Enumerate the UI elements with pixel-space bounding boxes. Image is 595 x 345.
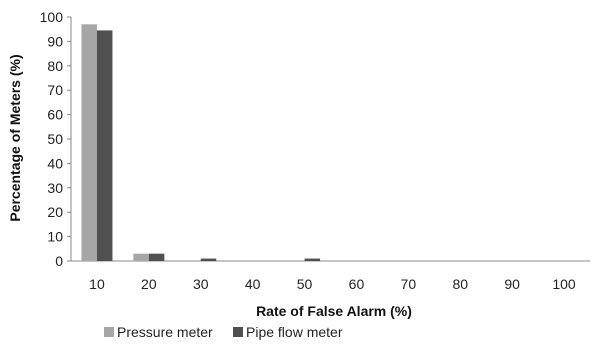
bar-pressure-meter-20 xyxy=(133,253,149,261)
x-axis-title: Rate of False Alarm (%) xyxy=(256,303,412,319)
y-axis-title: Percentage of Meters (%) xyxy=(7,54,23,221)
y-tick-label: 30 xyxy=(47,180,63,196)
bar-pipe-flow-meter-20 xyxy=(148,253,165,261)
x-tick-label: 70 xyxy=(401,276,417,292)
y-tick-label: 40 xyxy=(47,155,63,171)
bar-pipe-flow-meter-10 xyxy=(96,30,113,262)
legend-swatch xyxy=(233,327,243,337)
x-tick-label: 20 xyxy=(141,276,157,292)
x-tick-label: 50 xyxy=(297,276,313,292)
y-tick-labels: 0 10 20 30 40 50 60 70 80 90 100 xyxy=(40,9,71,269)
legend-swatch xyxy=(104,327,114,337)
y-tick-label: 20 xyxy=(47,204,63,220)
x-tick-label: 60 xyxy=(349,276,365,292)
y-tick-label: 70 xyxy=(47,82,63,98)
x-tick-label: 100 xyxy=(552,276,576,292)
y-tick-label: 60 xyxy=(47,107,63,123)
x-tick-label: 40 xyxy=(245,276,261,292)
x-tick-label: 30 xyxy=(193,276,209,292)
y-tick-label: 100 xyxy=(40,9,64,25)
y-tick-label: 80 xyxy=(47,58,63,74)
x-tick-label: 90 xyxy=(504,276,520,292)
bars xyxy=(81,24,321,262)
x-tick-labels: 10 20 30 40 50 60 70 80 90 100 xyxy=(89,276,576,292)
bar-pipe-flow-meter-30 xyxy=(200,258,217,261)
x-tick-label: 80 xyxy=(452,276,468,292)
legend-label: Pipe flow meter xyxy=(246,324,343,340)
legend: Pressure meter Pipe flow meter xyxy=(104,324,343,340)
x-tick-label: 10 xyxy=(89,276,105,292)
y-tick-label: 10 xyxy=(47,229,63,245)
y-tick-label: 50 xyxy=(47,131,63,147)
y-tick-label: 90 xyxy=(47,33,63,49)
bar-pressure-meter-10 xyxy=(81,24,97,261)
y-tick-label: 0 xyxy=(55,253,63,269)
legend-label: Pressure meter xyxy=(117,324,213,340)
bar-pipe-flow-meter-50 xyxy=(304,258,321,261)
